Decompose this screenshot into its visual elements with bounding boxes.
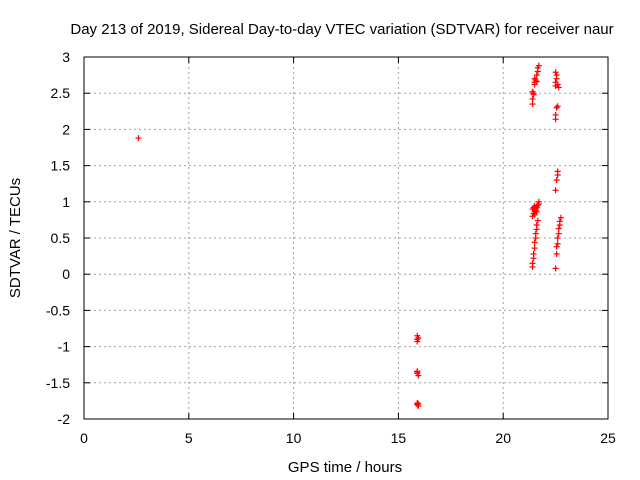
y-tick-label: -2 xyxy=(58,411,71,427)
data-point xyxy=(554,103,561,110)
data-point xyxy=(556,218,563,225)
data-point xyxy=(414,368,421,375)
data-point xyxy=(552,265,559,272)
data-point xyxy=(533,208,540,215)
data-point xyxy=(554,81,561,88)
data-point xyxy=(552,187,559,194)
data-point xyxy=(553,177,560,184)
data-point xyxy=(555,230,562,237)
y-tick-label: -1.5 xyxy=(46,375,70,391)
data-point xyxy=(555,84,562,91)
grid xyxy=(84,57,608,419)
axis-ticks: 0 5 10 15 20 25 3 2.5 2 1.5 1 0.5 0 -0.5 -1 -1.5 -2 xyxy=(46,49,616,446)
data-point xyxy=(553,243,560,250)
data-point xyxy=(415,334,422,341)
y-tick-label: -0.5 xyxy=(46,302,70,318)
data-point xyxy=(554,240,561,247)
data-points xyxy=(135,62,564,409)
y-tick-label: 0.5 xyxy=(51,230,71,246)
x-tick-label: 10 xyxy=(286,430,302,446)
data-point xyxy=(529,88,536,95)
data-point xyxy=(531,75,538,82)
x-tick-label: 25 xyxy=(600,430,616,446)
y-tick-label: 2.5 xyxy=(51,85,71,101)
data-point xyxy=(530,90,537,97)
data-point xyxy=(552,69,559,76)
data-point xyxy=(554,235,561,241)
data-point xyxy=(415,372,422,379)
data-point xyxy=(529,260,536,267)
data-point xyxy=(414,338,421,345)
x-tick-label: 15 xyxy=(391,430,407,446)
data-point xyxy=(535,198,542,205)
data-point xyxy=(530,250,537,257)
data-point xyxy=(531,239,538,246)
y-tick-label: 2 xyxy=(62,121,70,137)
data-point xyxy=(135,135,142,142)
data-point xyxy=(553,250,560,257)
data-point xyxy=(415,400,422,407)
data-point xyxy=(553,104,560,111)
y-tick-label: 1.5 xyxy=(51,158,71,174)
data-point xyxy=(531,245,538,252)
data-point xyxy=(529,101,536,108)
data-point xyxy=(533,221,540,228)
data-point xyxy=(553,72,560,79)
data-point xyxy=(555,225,562,232)
data-point xyxy=(535,62,542,69)
data-point xyxy=(534,217,541,224)
data-point xyxy=(552,111,559,118)
data-point xyxy=(414,401,421,408)
data-point xyxy=(532,230,539,237)
chart-title: Day 213 of 2019, Sidereal Day-to-day VTE… xyxy=(70,21,613,38)
y-tick-label: 0 xyxy=(62,266,70,282)
data-point xyxy=(529,95,536,102)
x-tick-label: 5 xyxy=(185,430,193,446)
y-axis-label: SDTVAR / TECUs xyxy=(7,178,24,298)
y-tick-label: 3 xyxy=(62,49,70,65)
data-point xyxy=(533,72,540,79)
y-tick-label: 1 xyxy=(62,194,70,210)
y-tick-label: -1 xyxy=(58,339,71,355)
x-axis-label: GPS time / hours xyxy=(288,459,402,476)
data-point xyxy=(554,168,561,175)
x-tick-label: 0 xyxy=(80,430,88,446)
x-tick-label: 20 xyxy=(495,430,511,446)
data-point xyxy=(557,214,564,221)
